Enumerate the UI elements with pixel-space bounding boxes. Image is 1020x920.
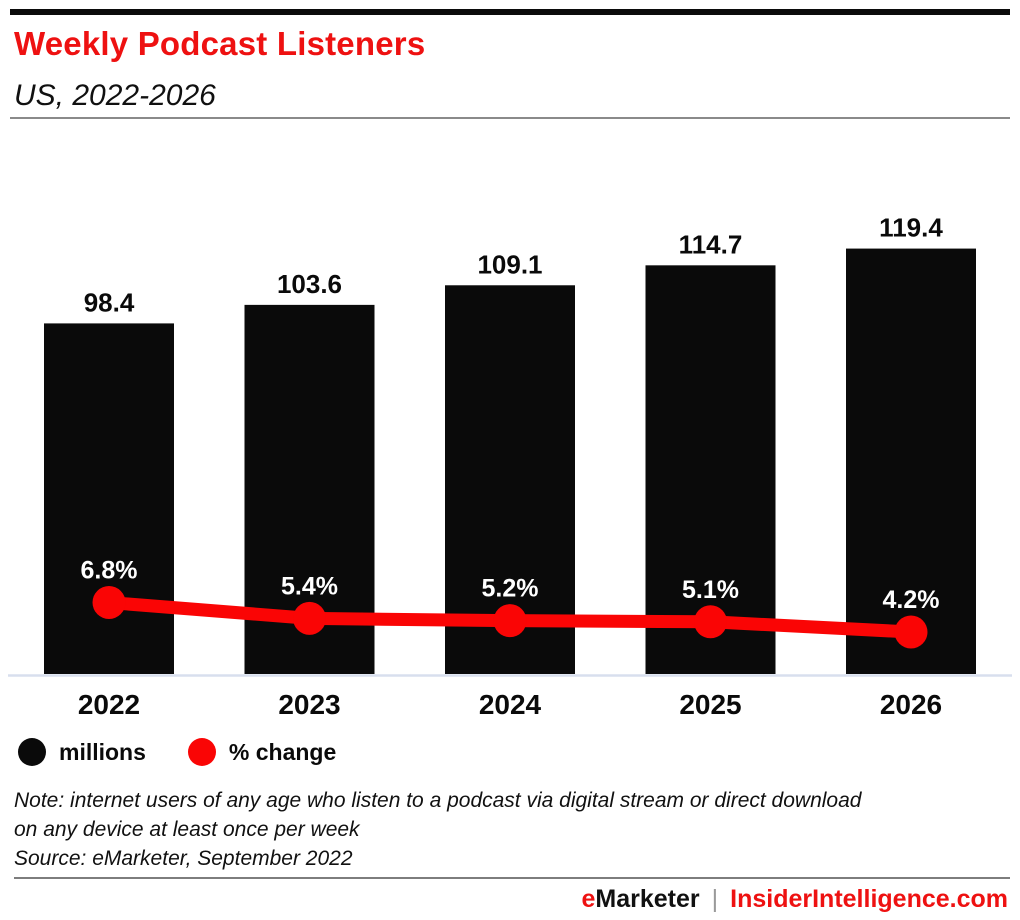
top-accent-bar [10,9,1010,15]
pct-label-2022: 6.8% [81,557,138,585]
chart-legend: millions % change [18,738,336,766]
chart-canvas: 98.4 2022 103.6 2023 109.1 2024 114.7 2025 119.4… [8,213,1012,720]
page-subtitle: US, 2022-2026 [14,79,216,112]
pct-label-2026: 4.2% [883,586,940,614]
legend-item-pct-change: % change [187,738,337,766]
x-tick-2024: 2024 [479,689,542,720]
header-divider [10,117,1010,119]
trend-dot-2022 [92,586,126,619]
trend-dot-2023 [293,601,326,635]
legend-item-millions: millions [18,738,146,766]
chart-notes: Note: internet users of any age who list… [14,786,861,873]
note-line-2: on any device at least once per week [14,818,360,841]
footer-divider [14,877,1010,879]
x-tick-2026: 2026 [880,689,942,720]
bar-value-label-2022: 98.4 [84,287,135,317]
bar-value-label-2025: 114.7 [679,229,743,259]
insider-intelligence-link[interactable]: InsiderIntelligence.com [730,885,1008,913]
legend-label-millions: millions [59,738,146,765]
pct-change-legend-dot-icon [187,738,216,766]
trend-dot-2024 [493,604,527,638]
note-line-1: Note: internet users of any age who list… [14,789,862,812]
x-tick-2022: 2022 [78,689,140,720]
pct-label-2023: 5.4% [281,572,338,600]
brand-name: Marketer [595,885,700,913]
footer-separator: | [711,885,719,913]
x-tick-2025: 2025 [679,689,741,720]
bar-2026 [846,248,976,674]
brand-initial: e [581,885,596,913]
x-tick-2023: 2023 [278,689,340,720]
pct-label-2025: 5.1% [682,576,739,604]
footer-branding: eMarketer | InsiderIntelligence.com [582,885,1009,914]
pct-label-2024: 5.2% [482,575,539,603]
bar-value-label-2024: 109.1 [477,249,542,279]
source-line: Source: eMarketer, September 2022 [14,847,353,870]
bar-2022 [44,323,174,674]
bar-value-label-2026: 119.4 [879,213,943,243]
millions-legend-dot-icon [18,738,46,766]
bar-value-label-2023: 103.6 [277,269,342,299]
page-title: Weekly Podcast Listeners [14,25,426,62]
trend-dot-2025 [694,605,727,639]
legend-label-pct-change: % change [228,738,337,765]
trend-dot-2026 [894,615,928,649]
brand-logo: eMarketer [582,885,700,913]
